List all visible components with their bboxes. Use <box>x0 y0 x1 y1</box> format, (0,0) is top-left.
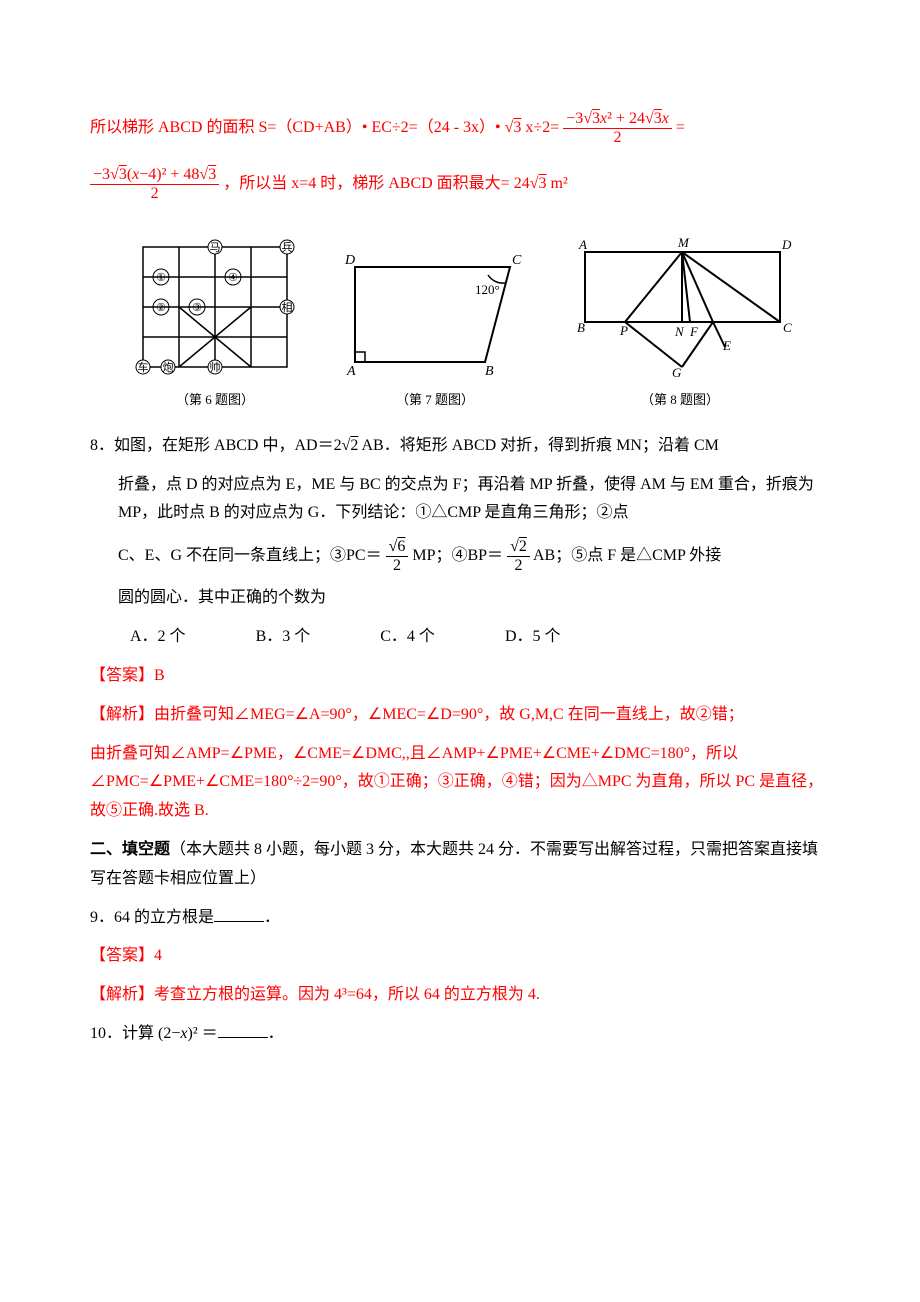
svg-text:P: P <box>619 323 628 338</box>
svg-text:②: ② <box>156 302 166 314</box>
fig7-svg: A B C D 120° <box>335 232 535 382</box>
frac1-num: −3√3x² + 24√3x <box>563 110 672 129</box>
q8-line1b: AB．将矩形 ABCD 对折，得到折痕 MN；沿着 CM <box>358 437 718 454</box>
q8-line2: 折叠，点 D 的对应点为 E，ME 与 BC 的交点为 F；再沿着 MP 折叠，… <box>90 471 830 529</box>
q8-line3b: MP；④BP＝ <box>412 547 503 564</box>
svg-text:E: E <box>722 338 731 353</box>
svg-text:M: M <box>677 235 690 250</box>
line1-mid: x÷2= <box>525 119 559 136</box>
unit: m² <box>551 175 568 192</box>
fig8-svg: A M D B C P N F E G <box>565 232 795 382</box>
svg-text:炮: 炮 <box>163 361 174 374</box>
q9-answer: 【答案】4 <box>90 942 830 971</box>
question-8: 8．如图，在矩形 ABCD 中，AD＝2√2 AB．将矩形 ABCD 对折，得到… <box>90 432 830 461</box>
q8-number: 8． <box>90 437 114 454</box>
option-c: C．4 个 <box>380 623 435 652</box>
analysis-label: 【解析】 <box>90 706 154 723</box>
line1-prefix: 所以梯形 ABCD 的面积 S=（CD+AB）• EC÷2=（24 - 3x）• <box>90 119 505 136</box>
svg-text:B: B <box>485 364 494 379</box>
figure-6: 马 兵 相 车 炮 帅 ① ④ ② <box>125 232 305 411</box>
q8-line4: 圆的圆心．其中正确的个数为 <box>90 584 830 613</box>
svg-text:C: C <box>512 253 522 268</box>
q8-frac3: √6 2 <box>386 538 409 574</box>
fig6-caption: （第 6 题图） <box>125 388 305 411</box>
q8-analysis-2: 由折叠可知∠AMP=∠PME，∠CME=∠DMC,,且∠AMP+∠PME+∠CM… <box>90 740 830 826</box>
svg-text:A: A <box>346 364 356 379</box>
figure-8: A M D B C P N F E G （第 8 题图） <box>565 232 795 411</box>
svg-text:A: A <box>578 237 587 252</box>
q8-frac4: √2 2 <box>507 538 530 574</box>
q10-blank <box>218 1021 268 1038</box>
q9-analysis-text: 考查立方根的运算。因为 4³=64，所以 64 的立方根为 4. <box>154 986 540 1003</box>
svg-text:D: D <box>781 237 792 252</box>
svg-text:N: N <box>674 324 685 339</box>
fig6-svg: 马 兵 相 车 炮 帅 ① ④ ② <box>125 232 305 382</box>
svg-text:①: ① <box>156 272 166 284</box>
q10-prefix: 10．计算 <box>90 1025 154 1042</box>
svg-text:120°: 120° <box>475 282 500 297</box>
analysis-text1: 由折叠可知∠MEG=∠A=90°，∠MEC=∠D=90°，故 G,M,C 在同一… <box>154 706 744 723</box>
q8-frac4-num: √2 <box>507 538 530 557</box>
q8-answer: 【答案】B <box>90 662 830 691</box>
svg-text:相: 相 <box>282 301 293 314</box>
frac1-den: 2 <box>563 129 672 147</box>
answer-label: 【答案】 <box>90 667 154 684</box>
option-d: D．5 个 <box>505 623 561 652</box>
q8-frac4-den: 2 <box>507 557 530 575</box>
svg-text:B: B <box>577 320 585 335</box>
frac2: −3√3(x−4)² + 48√3 2 <box>90 166 219 202</box>
line1-suffix: = <box>676 119 685 136</box>
q8-frac3-den: 2 <box>386 557 409 575</box>
sqrt3: √3 <box>505 119 522 136</box>
option-a: A．2 个 <box>130 623 186 652</box>
svg-text:F: F <box>689 324 699 339</box>
svg-text:G: G <box>672 365 682 380</box>
svg-text:兵: 兵 <box>282 241 293 254</box>
q9-answer-value: 4 <box>154 947 162 964</box>
fig7-caption: （第 7 题图） <box>335 388 535 411</box>
svg-text:③: ③ <box>192 302 202 314</box>
svg-text:D: D <box>344 253 355 268</box>
svg-text:车: 车 <box>138 360 149 374</box>
section-2-header: 二、填空题（本大题共 8 小题，每小题 3 分，本大题共 24 分．不需要写出解… <box>90 836 830 894</box>
section2-b: （本大题共 8 小题，每小题 3 分，本大题共 24 分．不需要写出解答过程，只… <box>90 841 818 887</box>
q9-text: 9．64 的立方根是 <box>90 909 214 926</box>
q10-mid: ＝ <box>202 1025 218 1042</box>
max-area: 24√3 <box>514 175 547 192</box>
frac2-num: −3√3(x−4)² + 48√3 <box>90 166 219 185</box>
q8-frac3-num: √6 <box>386 538 409 557</box>
q8-line3c: AB；⑤点 F 是△CMP 外接 <box>533 547 721 564</box>
q8-line1a: 如图，在矩形 ABCD 中，AD＝ <box>114 437 334 454</box>
section2-a: 二、填空题 <box>90 841 170 858</box>
svg-text:C: C <box>783 320 792 335</box>
figure-7: A B C D 120° （第 7 题图） <box>335 232 535 411</box>
q8-line3: C、E、G 不在同一条直线上；③PC＝ √6 2 MP；④BP＝ √2 2 AB… <box>90 538 830 574</box>
solution-trapezoid-line2: −3√3(x−4)² + 48√3 2 ，所以当 x=4 时，梯形 ABCD 面… <box>90 166 830 202</box>
q9-analysis: 【解析】考查立方根的运算。因为 4³=64，所以 64 的立方根为 4. <box>90 981 830 1010</box>
q9-answer-label: 【答案】 <box>90 947 154 964</box>
q9-analysis-label: 【解析】 <box>90 986 154 1003</box>
svg-text:马: 马 <box>210 241 221 254</box>
svg-text:④: ④ <box>228 272 238 284</box>
q8-expr1: 2√2 <box>334 437 359 454</box>
answer-value: B <box>154 667 165 684</box>
svg-text:帅: 帅 <box>210 361 221 374</box>
q8-analysis-1: 【解析】由折叠可知∠MEG=∠A=90°，∠MEC=∠D=90°，故 G,M,C… <box>90 701 830 730</box>
q10-period: ． <box>268 1025 284 1042</box>
q8-line3a: C、E、G 不在同一条直线上；③PC＝ <box>118 547 382 564</box>
option-b: B．3 个 <box>256 623 311 652</box>
q8-options: A．2 个 B．3 个 C．4 个 D．5 个 <box>90 623 830 652</box>
q9-blank <box>214 905 264 922</box>
question-9: 9．64 的立方根是 ． <box>90 904 830 933</box>
q10-expr: (2−x)² <box>158 1025 198 1042</box>
question-10: 10．计算 (2−x)² ＝ ． <box>90 1020 830 1049</box>
frac2-den: 2 <box>90 185 219 203</box>
solution-trapezoid-line1: 所以梯形 ABCD 的面积 S=（CD+AB）• EC÷2=（24 - 3x）•… <box>90 110 830 146</box>
frac1: −3√3x² + 24√3x 2 <box>563 110 672 146</box>
q9-period: ． <box>264 909 280 926</box>
figures-row: 马 兵 相 车 炮 帅 ① ④ ② <box>90 232 830 411</box>
fig8-caption: （第 8 题图） <box>565 388 795 411</box>
line2-mid: ，所以当 x=4 时，梯形 ABCD 面积最大= <box>223 175 510 192</box>
